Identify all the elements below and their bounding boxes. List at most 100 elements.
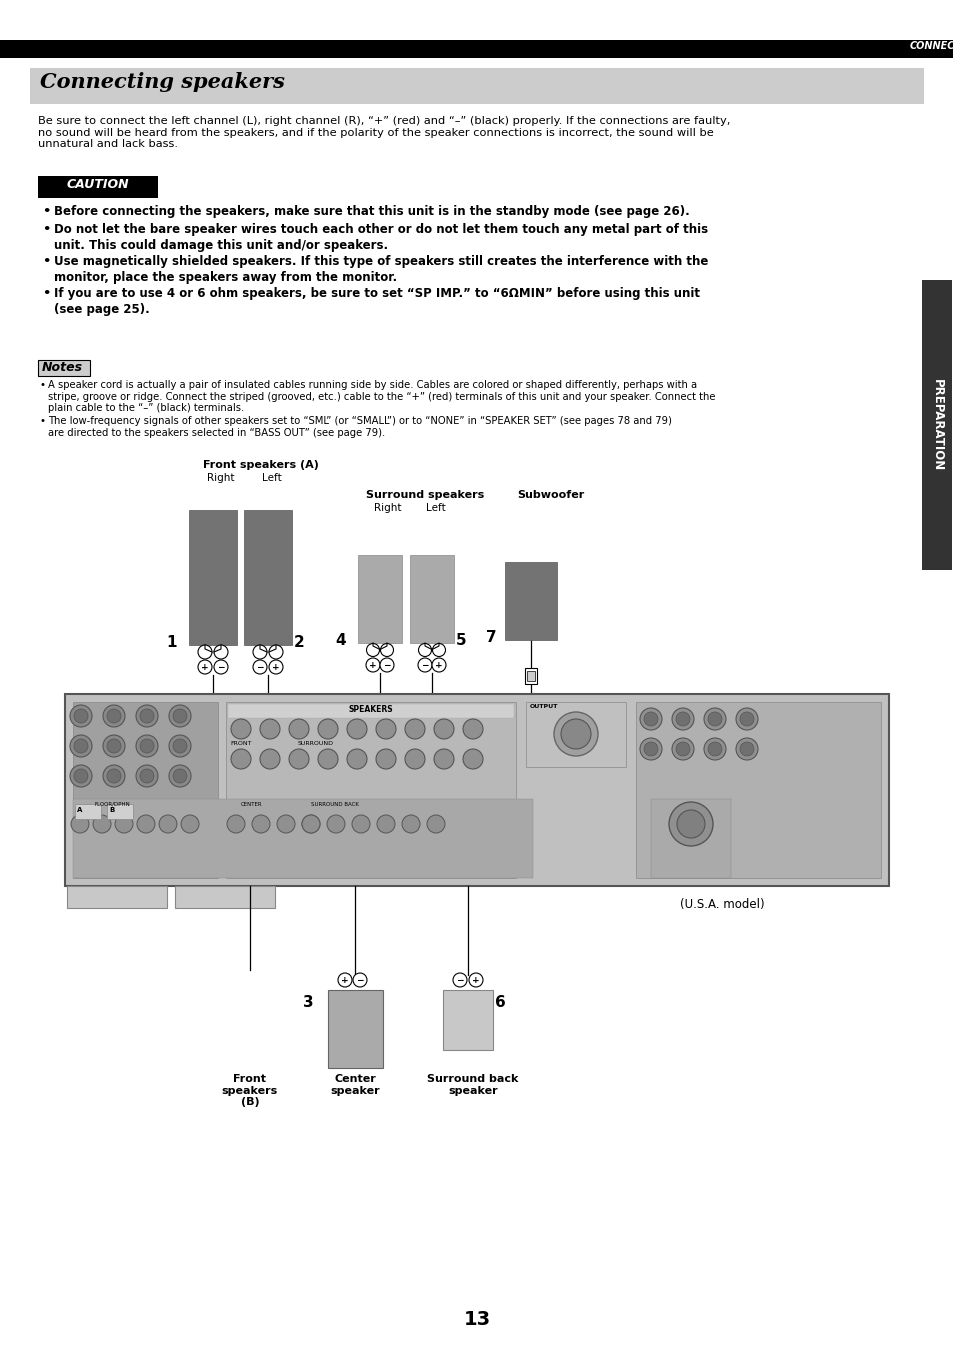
Circle shape — [137, 816, 154, 833]
Bar — [921, 280, 951, 570]
Circle shape — [453, 973, 467, 987]
Circle shape — [434, 749, 454, 768]
Text: Notes: Notes — [42, 361, 83, 373]
Text: 1: 1 — [167, 635, 177, 650]
Circle shape — [136, 766, 158, 787]
Circle shape — [253, 661, 267, 674]
Bar — [228, 704, 514, 718]
Text: A: A — [77, 807, 82, 813]
Bar — [174, 886, 274, 909]
Circle shape — [140, 739, 153, 754]
Text: Surround back
speaker: Surround back speaker — [427, 1074, 518, 1096]
Text: Center
speaker: Center speaker — [330, 1074, 379, 1096]
Circle shape — [427, 816, 444, 833]
Circle shape — [375, 749, 395, 768]
Text: •: • — [40, 417, 46, 426]
Circle shape — [740, 741, 753, 756]
Text: +: + — [472, 976, 479, 985]
Text: (U.S.A. model): (U.S.A. model) — [679, 898, 763, 911]
Text: Front
speakers
(B): Front speakers (B) — [222, 1074, 278, 1107]
Circle shape — [74, 768, 88, 783]
Circle shape — [735, 708, 758, 731]
Circle shape — [432, 658, 446, 673]
Text: FRONT: FRONT — [230, 741, 252, 745]
Circle shape — [418, 643, 431, 656]
Text: 7: 7 — [486, 630, 497, 644]
Text: Left: Left — [426, 503, 445, 514]
Text: 13: 13 — [463, 1310, 490, 1329]
Bar — [525, 702, 625, 767]
Text: Use magnetically shielded speakers. If this type of speakers still creates the i: Use magnetically shielded speakers. If t… — [54, 256, 708, 283]
Text: The low-frequency signals of other speakers set to “SML” (or “SMALL”) or to “NON: The low-frequency signals of other speak… — [48, 417, 671, 438]
Circle shape — [560, 718, 590, 749]
Text: Front speakers (A): Front speakers (A) — [203, 460, 318, 470]
Circle shape — [103, 705, 125, 727]
Bar — [244, 510, 292, 644]
Bar — [0, 40, 953, 58]
Bar — [67, 886, 167, 909]
Text: Do not let the bare speaker wires touch each other or do not let them touch any : Do not let the bare speaker wires touch … — [54, 224, 707, 252]
Text: •: • — [42, 287, 51, 301]
Circle shape — [376, 816, 395, 833]
Circle shape — [276, 816, 294, 833]
Circle shape — [140, 709, 153, 723]
Circle shape — [643, 741, 658, 756]
Circle shape — [253, 644, 267, 659]
Bar — [357, 555, 401, 643]
Bar — [73, 799, 533, 878]
Bar — [410, 555, 454, 643]
Circle shape — [71, 816, 89, 833]
Bar — [504, 562, 557, 640]
Circle shape — [677, 810, 704, 838]
Bar — [75, 803, 101, 820]
Circle shape — [347, 718, 367, 739]
Circle shape — [405, 718, 424, 739]
Circle shape — [159, 816, 177, 833]
Text: +: + — [369, 661, 376, 670]
Circle shape — [707, 712, 721, 727]
Circle shape — [707, 741, 721, 756]
Circle shape — [181, 816, 199, 833]
Bar — [38, 177, 158, 198]
Bar — [30, 67, 923, 104]
Text: −: − — [383, 661, 391, 670]
Circle shape — [643, 712, 658, 727]
Bar — [524, 669, 537, 683]
Circle shape — [107, 739, 121, 754]
Bar — [189, 510, 236, 644]
Text: −: − — [456, 976, 463, 985]
Circle shape — [136, 735, 158, 758]
Circle shape — [231, 749, 251, 768]
Circle shape — [70, 735, 91, 758]
Circle shape — [107, 768, 121, 783]
Circle shape — [434, 718, 454, 739]
Circle shape — [676, 712, 689, 727]
Text: 5: 5 — [456, 634, 466, 648]
Circle shape — [317, 718, 337, 739]
Circle shape — [289, 718, 309, 739]
Text: Be sure to connect the left channel (L), right channel (R), “+” (red) and “–” (b: Be sure to connect the left channel (L),… — [38, 116, 730, 150]
Text: 3: 3 — [303, 995, 314, 1010]
Circle shape — [353, 973, 367, 987]
Text: CAUTION: CAUTION — [67, 178, 130, 191]
Text: •: • — [40, 380, 46, 390]
Circle shape — [70, 705, 91, 727]
Text: +: + — [435, 661, 442, 670]
Circle shape — [347, 749, 367, 768]
Circle shape — [462, 718, 482, 739]
Bar — [107, 803, 132, 820]
Circle shape — [115, 816, 132, 833]
Text: A speaker cord is actually a pair of insulated cables running side by side. Cabl: A speaker cord is actually a pair of ins… — [48, 380, 715, 414]
Circle shape — [260, 749, 280, 768]
Circle shape — [379, 658, 394, 673]
Circle shape — [136, 705, 158, 727]
Text: CONNECTIONS: CONNECTIONS — [909, 40, 953, 51]
Bar — [650, 799, 730, 878]
Text: +: + — [272, 663, 279, 673]
Circle shape — [227, 816, 245, 833]
Circle shape — [289, 749, 309, 768]
Circle shape — [198, 661, 212, 674]
Circle shape — [462, 749, 482, 768]
Circle shape — [74, 709, 88, 723]
Circle shape — [172, 739, 187, 754]
